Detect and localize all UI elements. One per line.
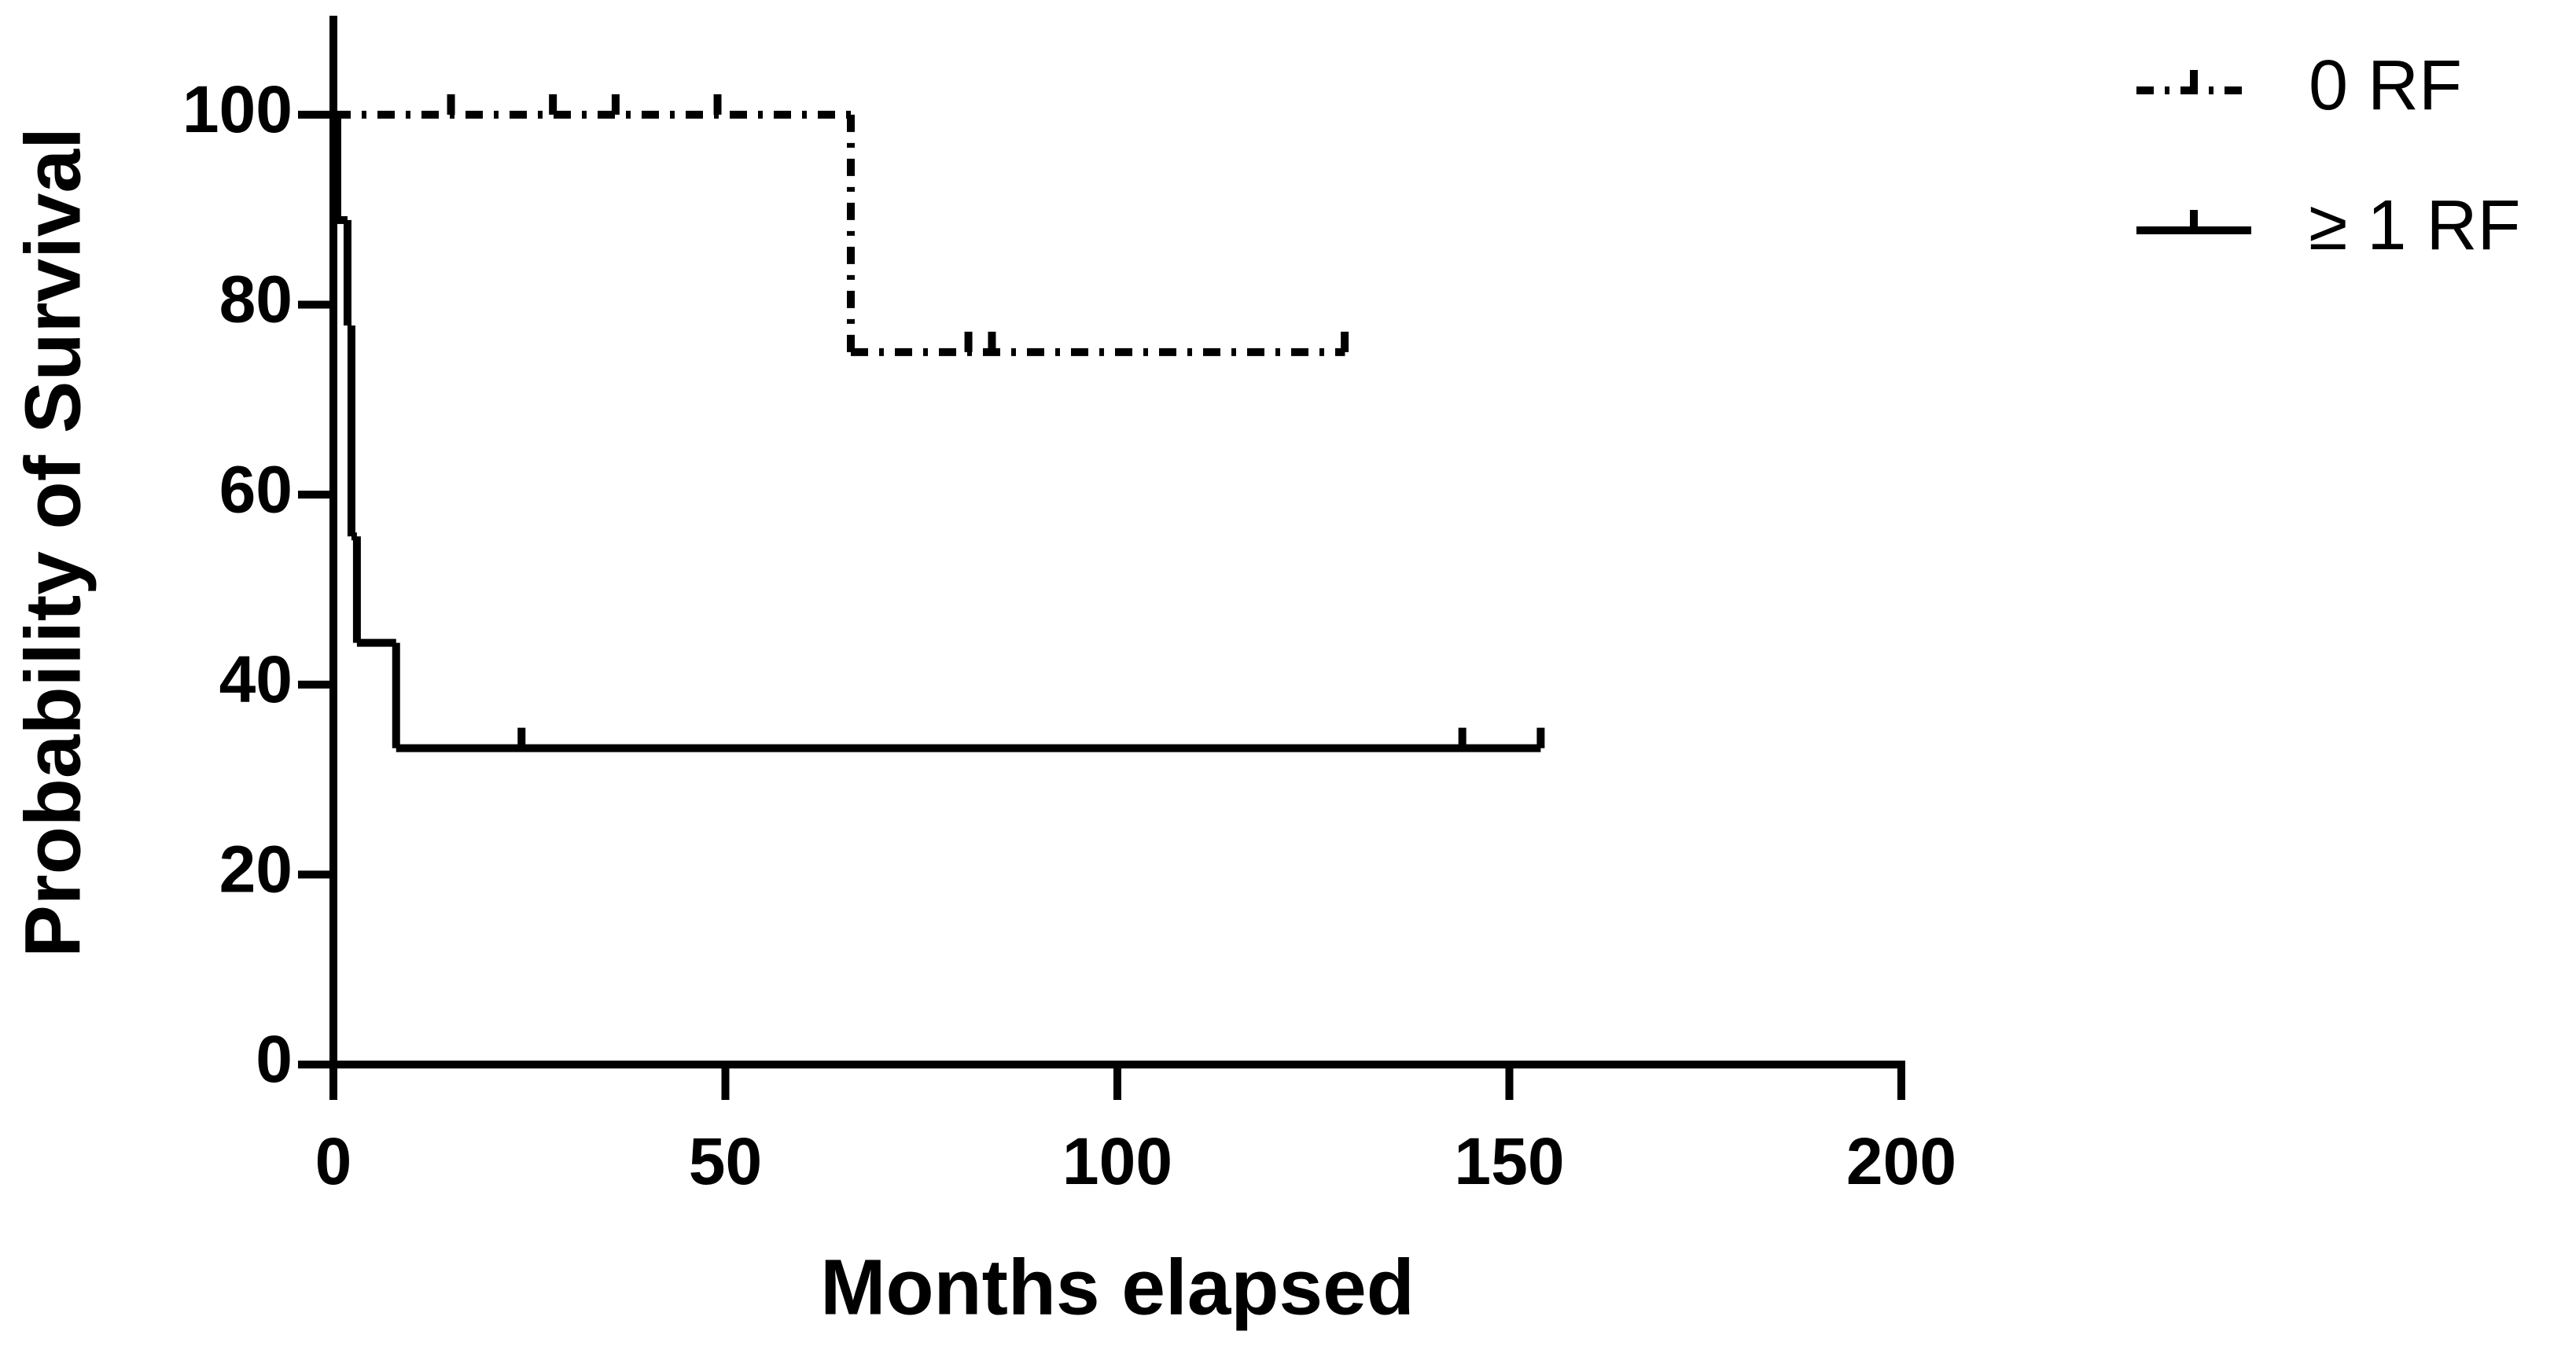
y-tick-label: 60 bbox=[219, 452, 293, 526]
y-tick-label: 40 bbox=[219, 642, 293, 716]
legend-label: ≥ 1 RF bbox=[2309, 186, 2520, 265]
legend-label: 0 RF bbox=[2309, 46, 2462, 125]
y-axis-title: Probability of Survival bbox=[9, 127, 97, 958]
x-tick-label: 50 bbox=[689, 1124, 762, 1198]
x-tick-label: 100 bbox=[1062, 1124, 1172, 1198]
x-axis-title: Months elapsed bbox=[820, 1243, 1415, 1331]
y-tick-label: 80 bbox=[219, 263, 293, 336]
x-tick-label: 0 bbox=[315, 1124, 352, 1198]
x-tick-label: 150 bbox=[1454, 1124, 1564, 1198]
y-tick-label: 20 bbox=[219, 833, 293, 906]
y-tick-label: 100 bbox=[182, 72, 293, 146]
y-tick-label: 0 bbox=[256, 1022, 293, 1096]
x-tick-label: 200 bbox=[1846, 1124, 1956, 1198]
